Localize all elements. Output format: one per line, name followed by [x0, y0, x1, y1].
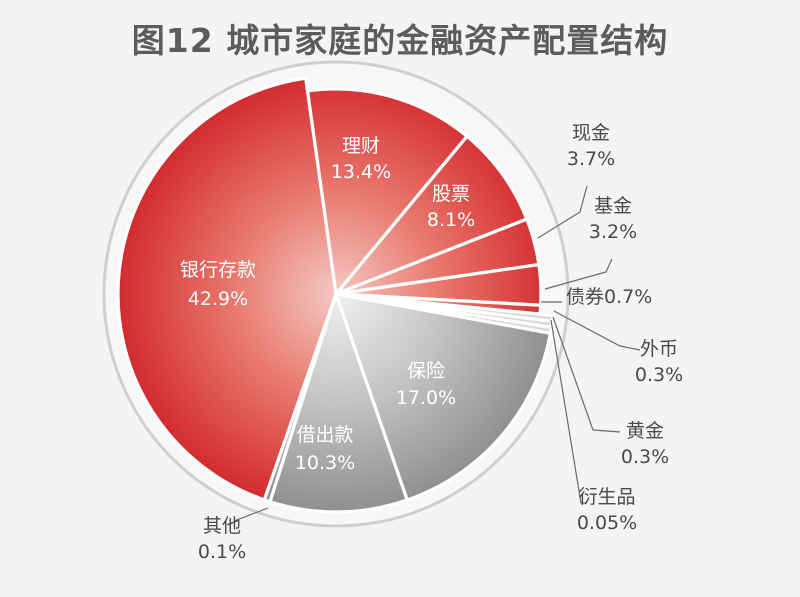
slice-label: 银行存款 — [180, 259, 256, 281]
slice-label: 保险 — [407, 360, 445, 382]
slice-value-label: 13.4% — [331, 161, 391, 183]
pie-slice — [268, 292, 409, 514]
slice-label: 黄金 — [626, 420, 664, 442]
slice-value-label: 3.7% — [567, 148, 615, 170]
slice-label: 理财 — [342, 135, 380, 157]
leader-line — [544, 258, 613, 290]
slice-label: 其他 — [203, 515, 241, 537]
slice-value-label: 10.3% — [295, 452, 355, 474]
slice-label: 外币 — [640, 338, 678, 360]
slice-label: 衍生品 — [578, 486, 635, 508]
leader-line — [550, 319, 586, 504]
slice-label: 股票 — [432, 183, 470, 205]
slice-value-label: 0.3% — [621, 446, 669, 468]
pie-slice — [334, 134, 529, 296]
slice-value-label: 8.1% — [427, 209, 475, 231]
leader-line — [537, 185, 588, 239]
slice-label: 现金 — [572, 122, 610, 144]
leader-line — [552, 316, 621, 433]
slice-label: 基金 — [594, 195, 632, 217]
pie-slice — [116, 76, 338, 502]
slice-label: 借出款 — [296, 424, 353, 446]
leader-line — [553, 310, 641, 351]
slice-value-label: 0.1% — [198, 541, 246, 563]
slice-value-label: 17.0% — [396, 387, 456, 409]
slice-value-label: 42.9% — [188, 288, 248, 310]
slice-value-label: 0.05% — [577, 512, 637, 534]
slice-label: 债券0.7% — [566, 286, 652, 308]
slice-value-label: 0.3% — [635, 364, 683, 386]
chart-title: 图12 城市家庭的金融资产配置结构 — [131, 21, 669, 60]
leader-line — [233, 507, 269, 522]
slice-value-label: 3.2% — [589, 221, 637, 243]
pie-slice — [305, 87, 469, 296]
